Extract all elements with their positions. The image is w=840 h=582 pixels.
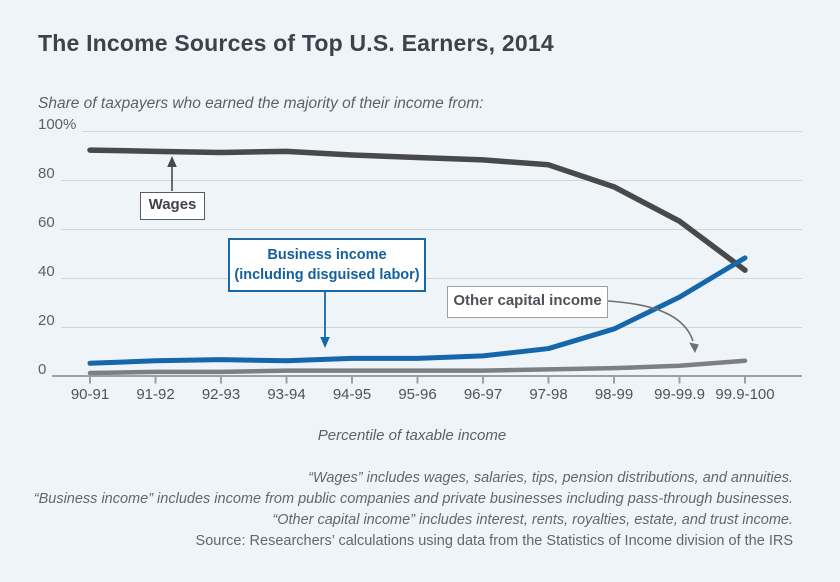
x-axis-ticks [89, 376, 746, 384]
y-axis-tick-label: 80 [38, 164, 55, 182]
business-callout-line1: Business income [267, 247, 387, 263]
business-income-callout: Business income (including disguised lab… [228, 238, 426, 292]
x-axis-tick-label: 99-99.9 [654, 386, 705, 403]
other-capital-line [87, 358, 748, 376]
gridline-row: 0 [38, 362, 802, 377]
gridline [60, 277, 802, 279]
gridline-row: 60 [38, 215, 802, 230]
y-axis-tick-label: 60 [38, 213, 55, 231]
x-axis-tick-label: 98-99 [594, 386, 634, 403]
business-callout-line2: (including disguised labor) [234, 267, 420, 283]
wages-callout-label: Wages [148, 196, 197, 213]
gridline-row: 100% [38, 117, 802, 132]
wages-arrow-icon [167, 156, 177, 191]
footnote-line: “Other capital income” includes interest… [272, 512, 793, 528]
x-axis-title: Percentile of taxable income [317, 427, 507, 444]
gridline-row: 80 [38, 166, 802, 181]
x-axis-tick-label: 93-94 [267, 386, 306, 403]
gridline [82, 130, 802, 132]
wages-callout: Wages [140, 192, 205, 220]
chart-title: The Income Sources of Top U.S. Earners, … [38, 30, 554, 56]
x-axis-tick-label: 92-93 [201, 386, 241, 403]
gridline [60, 228, 802, 230]
footnote-line: Source: Researchers’ calculations using … [195, 533, 793, 549]
business-income-line [87, 255, 748, 366]
x-axis-tick-label: 95-96 [398, 386, 437, 403]
other-capital-arrow-icon [607, 300, 699, 353]
x-axis-tick-label: 94-95 [332, 386, 372, 403]
y-axis-tick-label: 40 [38, 262, 55, 280]
x-axis-tick-label: 99.9-100 [715, 386, 775, 403]
gridline [60, 326, 802, 328]
y-axis-tick-label: 20 [38, 311, 55, 329]
footnote-line: “Business income” includes income from p… [33, 491, 793, 507]
y-axis-tick-label: 100% [38, 115, 77, 133]
x-axis-tick-label: 91-92 [136, 386, 175, 403]
gridline [60, 179, 802, 181]
footnotes: “Wages” includes wages, salaries, tips, … [23, 468, 793, 552]
x-axis-tick-label: 90-91 [70, 386, 110, 403]
gridline-row: 40 [38, 264, 802, 279]
other-capital-callout: Other capital income [447, 286, 608, 318]
business-arrow-icon [320, 289, 330, 348]
x-axis-tick-label: 97-98 [529, 386, 568, 403]
x-axis-line [52, 374, 802, 377]
wages-line [87, 147, 748, 273]
gridline-row: 20 [38, 313, 802, 328]
other-capital-callout-label: Other capital income [453, 292, 602, 309]
chart-subtitle: Share of taxpayers who earned the majori… [38, 95, 484, 112]
x-axis-tick-label: 96-97 [463, 386, 503, 403]
y-axis-tick-label: 0 [38, 360, 47, 378]
footnote-line: “Wages” includes wages, salaries, tips, … [308, 470, 793, 486]
